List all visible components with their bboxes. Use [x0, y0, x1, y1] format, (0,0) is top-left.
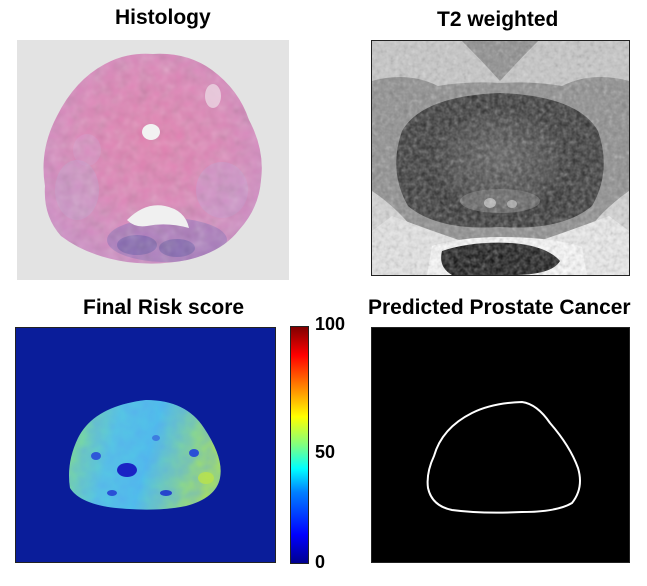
risk-score-map	[15, 327, 276, 563]
final-risk-score-title: Final Risk score	[83, 296, 245, 319]
colorbar-tick-mid: 50	[315, 442, 336, 462]
predicted-cancer-map	[371, 327, 630, 563]
colorbar	[290, 326, 309, 564]
urethra-hole	[142, 124, 160, 140]
t2-weighted-image	[371, 40, 630, 276]
predicted-prostate-cancer-title: Predicted Prostate Cancer	[368, 296, 631, 319]
colorbar-tick-min: 0	[315, 552, 326, 572]
prostate-contour	[426, 400, 581, 514]
histology-image	[17, 40, 289, 280]
colorbar-tick-max: 100	[315, 314, 346, 334]
t2-weighted-title: T2 weighted	[437, 8, 559, 31]
histology-title: Histology	[115, 6, 211, 29]
